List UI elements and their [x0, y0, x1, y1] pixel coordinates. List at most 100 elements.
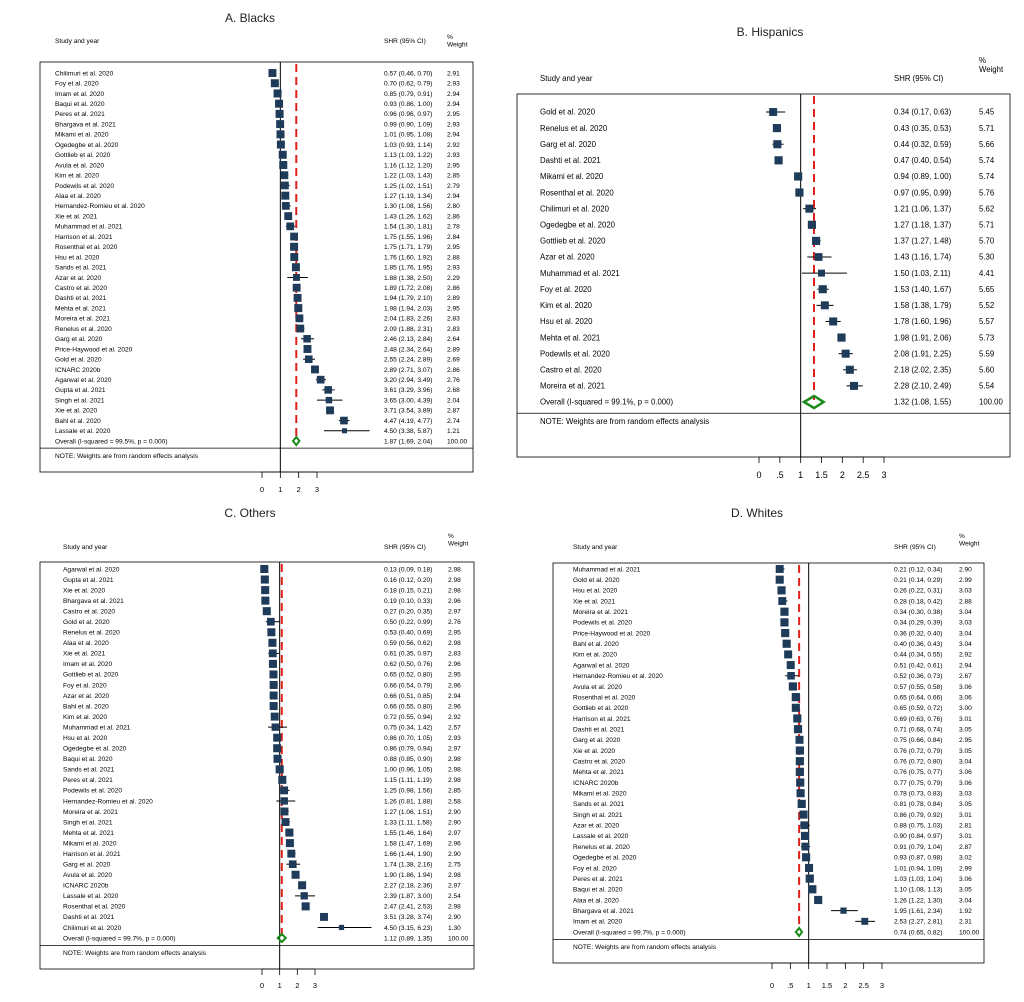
study-row: Castro et al. 2020 0.27 (0.20, 0.35) 2.97 [63, 607, 461, 615]
study-label: Agarwal et al. 2020 [55, 377, 112, 384]
study-row: Ogedegbe et al. 2020 0.86 (0.79, 0.94) 2.9… [63, 744, 461, 753]
panel-hispanics: B. Hispanics Study and year SHR (95% CI)%W… [516, 25, 1011, 480]
study-label: Xie et al. 2020 [573, 748, 615, 755]
study-label: Mikami et al. 2020 [573, 791, 627, 798]
study-label: Moreira et al. 2021 [55, 316, 110, 323]
study-weight-text: 2.92 [959, 652, 972, 659]
point-estimate-marker [769, 108, 778, 116]
study-label: Foy et al. 2020 [573, 865, 617, 872]
point-estimate-marker [805, 204, 814, 213]
column-header-weight: Weight [447, 42, 468, 49]
study-label: Renelus et al. 2020 [55, 326, 112, 333]
study-weight-text: 3.01 [959, 812, 972, 819]
study-weight-text: 3.04 [959, 641, 972, 648]
study-weight-text: 2.85 [447, 173, 460, 180]
study-ci-text: 1.58 (1.47, 1.69) [384, 840, 432, 847]
study-label: Agarwal et al. 2020 [573, 662, 630, 669]
study-ci-text: 1.30 (1.08, 1.56) [384, 203, 432, 210]
study-label: Foy et al. 2020 [55, 81, 99, 88]
study-label: Ogedegbe et al. 2020 [540, 221, 616, 230]
study-label: ICNARC 2020b [63, 883, 109, 890]
study-ci-text: 0.86 (0.79, 0.94) [384, 746, 432, 753]
study-ci-text: 1.78 (1.60, 1.96) [894, 317, 952, 326]
study-ci-text: 3.71 (3.54, 3.89) [384, 408, 432, 415]
study-weight-text: 5.30 [979, 253, 995, 262]
study-weight-text: 2.95 [447, 111, 460, 118]
study-ci-text: 1.94 (1.79, 2.10) [384, 295, 432, 302]
study-label: Harrison et al. 2021 [55, 234, 113, 241]
study-ci-text: 1.89 (1.72, 2.08) [384, 285, 432, 292]
study-row: Alaa et al. 2020 1.27 (1.19, 1.34) 2.94 [55, 191, 460, 200]
study-weight-text: 5.45 [979, 108, 995, 117]
study-ci-text: 1.27 (1.19, 1.34) [384, 193, 432, 200]
study-label: Chilimuri et al. 2020 [540, 204, 610, 213]
study-ci-text: 1.88 (1.38, 2.50) [384, 275, 432, 282]
study-weight-text: 2.68 [447, 387, 460, 394]
study-row: Gold et al. 2020 0.21 (0.14, 0.29) 2.99 [573, 575, 972, 584]
study-ci-text: 1.13 (1.03, 1.22) [384, 152, 432, 159]
study-ci-text: 0.51 (0.42, 0.61) [894, 662, 942, 669]
panel-frame [39, 61, 474, 473]
study-label: Baqui et al. 2020 [63, 756, 113, 763]
study-row: Sands et al. 2021 1.00 (0.96, 1.05) 2.98 [63, 765, 461, 774]
study-weight-text: 2.29 [447, 275, 460, 282]
study-ci-text: 0.81 (0.78, 0.84) [894, 801, 942, 808]
study-weight-text: 3.05 [959, 726, 972, 733]
study-row: Ogedegbe et al. 2020 1.27 (1.18, 1.37) 5.7… [540, 221, 994, 230]
point-estimate-marker [275, 109, 284, 118]
study-ci-text: 1.27 (1.06, 1.51) [384, 809, 432, 816]
study-label: Singh et al. 2021 [55, 397, 105, 404]
study-row: Rosenthal et al. 2020 1.75 (1.71, 1.79) 2.… [55, 242, 460, 251]
study-row: Baqui et al. 2020 1.10 (1.08, 1.13) 3.05 [573, 885, 972, 894]
study-weight-text: 2.90 [448, 914, 461, 921]
study-row: Chilimuri et al. 2020 0.57 (0.46, 0.70) 2.… [55, 69, 460, 77]
study-label: Lassale et al. 2020 [55, 428, 111, 435]
study-weight-text: 2.94 [447, 132, 460, 139]
study-ci-text: 0.19 (0.10, 0.33) [384, 598, 432, 605]
point-estimate-marker [841, 349, 850, 358]
study-ci-text: 0.99 (0.90, 1.09) [384, 121, 432, 128]
study-ci-text: 0.34 (0.29, 0.39) [894, 620, 942, 627]
study-row: Harrison et al. 2021 1.75 (1.55, 1.96) 2.8… [55, 232, 460, 241]
study-label: Baqui et al. 2020 [55, 101, 105, 108]
study-row: Gold et al. 2020 0.34 (0.17, 0.63) 5.45 [540, 108, 995, 117]
study-weight-text: 2.88 [447, 254, 460, 261]
point-estimate-marker [280, 797, 288, 805]
study-label: Mehta et al. 2021 [573, 769, 624, 776]
point-estimate-marker [293, 293, 302, 302]
overall-weight-text: 100.00 [959, 929, 980, 936]
x-tick-label: 2.5 [858, 981, 868, 990]
study-ci-text: 1.85 (1.76, 1.95) [384, 265, 432, 272]
study-row: Hernandez-Romieu et al. 2020 0.52 (0.36, … [573, 671, 972, 680]
study-ci-text: 1.33 (1.11, 1.58) [384, 819, 432, 826]
study-row: Agarwal et al. 2020 0.51 (0.42, 0.61) 2.94 [573, 661, 972, 669]
study-ci-text: 1.66 (1.44, 1.90) [384, 851, 432, 858]
study-weight-text: 2.83 [447, 326, 460, 333]
study-ci-text: 0.65 (0.52, 0.80) [384, 672, 432, 679]
study-weight-text: 2.95 [447, 162, 460, 169]
study-ci-text: 0.50 (0.22, 0.99) [384, 619, 432, 626]
study-label: Dashti et al. 2021 [540, 156, 601, 165]
study-weight-text: 2.98 [448, 777, 461, 784]
study-ci-text: 1.53 (1.40, 1.67) [894, 285, 952, 294]
study-label: Avula et al. 2020 [63, 872, 112, 879]
point-estimate-marker [270, 79, 279, 88]
study-ci-text: 2.46 (2.13, 2.84) [384, 336, 432, 343]
x-tick-label: 1 [278, 485, 282, 494]
study-label: Bhargava et al. 2021 [55, 121, 116, 128]
overall-label: Overall (I-squared = 99.7%, p = 0.000) [63, 935, 176, 942]
study-label: Alaa et al. 2020 [55, 193, 101, 200]
study-ci-text: 2.08 (1.91, 2.25) [894, 349, 952, 358]
study-row: Xie et al. 2021 1.43 (1.26, 1.62) 2.86 [55, 212, 460, 220]
panel-frame [552, 562, 985, 964]
point-estimate-marker [273, 89, 282, 98]
study-weight-text: 5.52 [979, 301, 994, 310]
study-label: Imam et al. 2020 [63, 661, 112, 668]
panel-title: A. Blacks [225, 11, 275, 25]
point-estimate-marker [775, 575, 784, 584]
study-weight-text: 2.89 [447, 346, 460, 353]
study-row: Moreira et al. 2021 1.27 (1.06, 1.51) 2.90 [63, 807, 461, 816]
study-ci-text: 0.78 (0.73, 0.83) [894, 791, 942, 798]
study-row: Garg et al. 2020 2.46 (2.13, 2.84) 2.64 [55, 335, 460, 343]
study-weight-text: 2.99 [959, 577, 972, 584]
